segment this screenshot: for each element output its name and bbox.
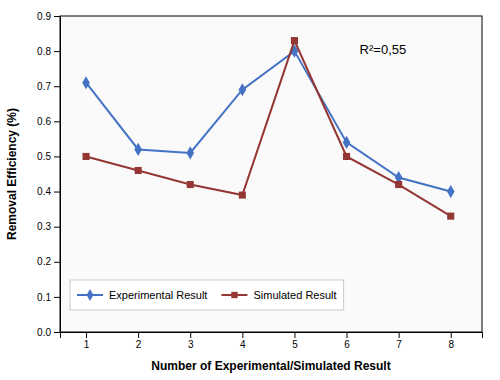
legend-symbol bbox=[87, 289, 94, 301]
legend-item: Simulated Result bbox=[221, 289, 336, 301]
x-tick-mark bbox=[294, 332, 295, 338]
chart: 1 2 3 4 5 6 7 8 0.0 0.1 0.2 0.3 0.4 0.5 0.6 0.7 0.8 0.9 Nu… bbox=[0, 0, 500, 380]
data-point bbox=[135, 167, 142, 174]
series bbox=[83, 37, 455, 220]
x-tick: 3 bbox=[188, 332, 194, 350]
x-tick: 2 bbox=[136, 332, 142, 350]
x-tick-mark bbox=[190, 332, 191, 338]
x-axis: 1 2 3 4 5 6 7 8 bbox=[61, 332, 483, 350]
x-tick-label: 4 bbox=[240, 339, 246, 350]
legend: Experimental Result Simulated Result bbox=[70, 280, 344, 310]
y-tick-label: 0.1 bbox=[37, 292, 51, 303]
x-tick-label: 6 bbox=[344, 339, 350, 350]
plot-marks bbox=[82, 37, 454, 220]
y-tick: 0.9 bbox=[37, 11, 60, 22]
data-point bbox=[83, 153, 90, 160]
data-point bbox=[134, 143, 142, 156]
data-point bbox=[343, 153, 350, 160]
y-tick: 0.0 bbox=[37, 327, 60, 338]
y-tick-mark bbox=[54, 86, 60, 87]
x-tick-label: 2 bbox=[136, 339, 142, 350]
x-tick-label: 5 bbox=[292, 339, 298, 350]
data-point bbox=[239, 192, 246, 199]
x-tick-label: 1 bbox=[84, 339, 90, 350]
x-tick: 8 bbox=[448, 332, 454, 350]
y-tick: 0.8 bbox=[37, 46, 60, 57]
data-point bbox=[82, 76, 90, 89]
x-axis-line bbox=[61, 333, 483, 339]
y-tick-label: 0.4 bbox=[37, 186, 51, 197]
x-tick-mark bbox=[138, 332, 139, 338]
x-tick-mark bbox=[86, 332, 87, 338]
y-tick-mark bbox=[54, 192, 60, 193]
data-point bbox=[447, 185, 455, 198]
x-tick: 6 bbox=[344, 332, 350, 350]
data-point bbox=[395, 181, 402, 188]
series bbox=[82, 45, 454, 199]
legend-label: Experimental Result bbox=[109, 289, 207, 301]
y-tick: 0.7 bbox=[37, 81, 60, 92]
plot-background bbox=[60, 16, 482, 332]
y-tick-mark bbox=[54, 51, 60, 52]
data-point bbox=[343, 136, 351, 149]
y-tick-label: 0.5 bbox=[37, 151, 51, 162]
y-tick-mark bbox=[54, 297, 60, 298]
y-tick-label: 0.6 bbox=[37, 116, 51, 127]
x-tick-mark bbox=[242, 332, 243, 338]
y-tick-label: 0.3 bbox=[37, 221, 51, 232]
x-tick: 7 bbox=[396, 332, 402, 350]
y-tick-label: 0.8 bbox=[37, 46, 51, 57]
y-axis: 0.0 0.1 0.2 0.3 0.4 0.5 0.6 0.7 0.8 0.9 bbox=[37, 11, 60, 338]
y-tick-mark bbox=[54, 262, 60, 263]
y-tick: 0.1 bbox=[37, 292, 60, 303]
y-tick-mark bbox=[54, 227, 60, 228]
data-point bbox=[186, 146, 194, 159]
x-tick-mark bbox=[451, 332, 452, 338]
y-tick: 0.6 bbox=[37, 116, 60, 127]
y-tick-mark bbox=[54, 121, 60, 122]
series-line bbox=[86, 51, 451, 191]
legend-frame bbox=[70, 280, 344, 310]
data-point bbox=[291, 37, 298, 44]
data-point bbox=[447, 213, 454, 220]
y-tick-label: 0.7 bbox=[37, 81, 51, 92]
y-tick-label: 0.0 bbox=[37, 327, 51, 338]
x-tick-mark bbox=[347, 332, 348, 338]
series-line bbox=[86, 41, 451, 217]
annotation: R²=0,55 bbox=[360, 42, 407, 57]
data-point bbox=[187, 181, 194, 188]
x-tick-label: 3 bbox=[188, 339, 194, 350]
y-tick-mark bbox=[54, 16, 60, 17]
x-tick: 1 bbox=[84, 332, 90, 350]
x-tick: 5 bbox=[292, 332, 298, 350]
y-tick-label: 0.2 bbox=[37, 256, 51, 267]
data-point bbox=[239, 83, 247, 96]
y-tick: 0.4 bbox=[37, 186, 60, 197]
x-tick-mark bbox=[399, 332, 400, 338]
y-axis-title: Removal Efficiency (%) bbox=[5, 108, 19, 240]
x-tick-label: 7 bbox=[396, 339, 402, 350]
y-tick-mark bbox=[54, 332, 60, 333]
y-tick-mark bbox=[54, 156, 60, 157]
legend-item: Experimental Result bbox=[77, 289, 207, 301]
y-tick: 0.2 bbox=[37, 256, 60, 267]
y-tick: 0.3 bbox=[37, 221, 60, 232]
x-tick: 4 bbox=[240, 332, 246, 350]
legend-symbol bbox=[231, 292, 237, 298]
y-tick: 0.5 bbox=[37, 151, 60, 162]
x-axis-title: Number of Experimental/Simulated Result bbox=[151, 359, 390, 373]
x-tick-label: 8 bbox=[448, 339, 454, 350]
y-tick-label: 0.9 bbox=[37, 11, 51, 22]
plot-frame bbox=[60, 16, 482, 332]
legend-label: Simulated Result bbox=[253, 289, 336, 301]
